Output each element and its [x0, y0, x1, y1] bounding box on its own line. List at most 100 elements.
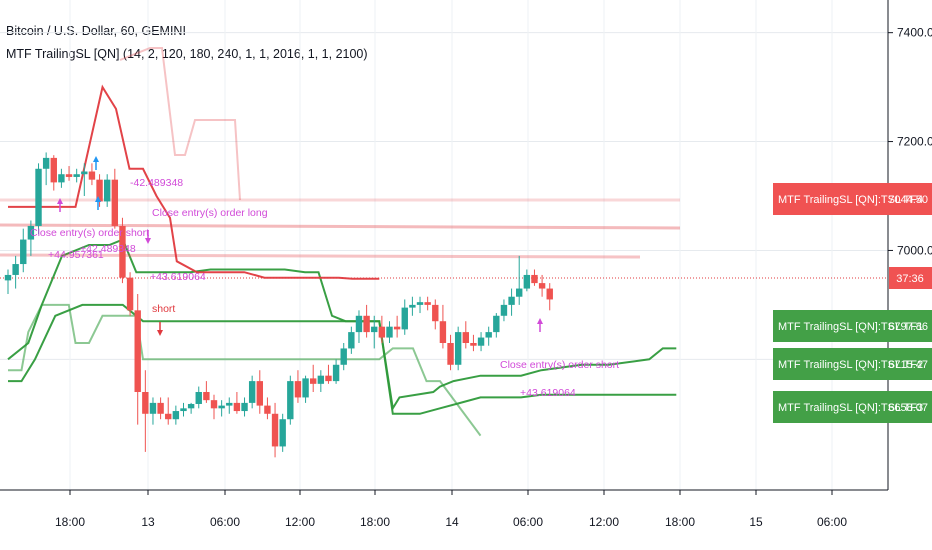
price-tick-label: 7200.00 [897, 135, 932, 149]
current-price-label: 37:36 [889, 267, 932, 289]
candle-body [12, 264, 19, 275]
candle-body [477, 337, 485, 346]
tsl-label-box [773, 183, 932, 215]
candle-body [134, 310, 141, 392]
time-tick-label: 12:00 [285, 515, 315, 529]
candle-body [447, 343, 454, 365]
arrow-up-icon [537, 318, 543, 324]
candle-body [332, 364, 340, 382]
candles [4, 152, 553, 458]
tsl-label-value: 6797.86 [888, 321, 928, 333]
candle-body [195, 392, 202, 404]
tsl-lines [0, 47, 681, 437]
candle-body [363, 315, 370, 333]
candle-body [271, 413, 279, 447]
time-axis[interactable]: 18:00 13 06:00 12:00 18:00 14 06:00 12:00 18:00 1… [55, 490, 847, 529]
time-tick-label: 13 [141, 515, 155, 529]
candle-body [538, 283, 546, 289]
candle-body [157, 402, 164, 414]
candle-body [317, 375, 325, 384]
candle-body [50, 157, 57, 183]
trade-annotation: -42.489348 [130, 177, 183, 189]
time-tick-label: 12:00 [589, 515, 619, 529]
tsl-label-name: MTF TrailingSL [QN]:TSL TF3 [778, 402, 923, 414]
trade-annotation: +43.619064 [520, 387, 576, 399]
candle-body [172, 411, 180, 420]
candle-body [27, 225, 35, 240]
price-tick-label: 7400.00 [897, 26, 932, 40]
candle-body [218, 405, 225, 409]
candle-body [546, 288, 553, 300]
candle-body [516, 288, 523, 297]
candle-body [310, 378, 317, 384]
candle-body [500, 304, 508, 316]
indicator-legend[interactable]: MTF TrailingSL [QN] (14, 2, 120, 180, 24… [6, 47, 368, 61]
candle-body [371, 326, 378, 333]
candle-body [401, 307, 408, 330]
current-price-box [889, 267, 932, 289]
arrow-up-icon [57, 198, 63, 204]
candle-body [226, 402, 233, 406]
candle-body [4, 274, 12, 281]
candle-body [88, 171, 96, 180]
candle-body [531, 274, 538, 284]
candle-body [42, 157, 50, 169]
tsl-band-faded [0, 253, 641, 259]
time-tick-label: 06:00 [210, 515, 240, 529]
candle-body [355, 315, 363, 333]
candle-body [264, 405, 271, 414]
candle-body [340, 348, 347, 365]
trade-annotations: Close entry(s) order short +44.957361 Clos… [30, 156, 619, 399]
time-tick-label: 14 [445, 515, 459, 529]
tsl-series-2 [8, 303, 677, 415]
candle-body [302, 378, 309, 398]
candle-body [210, 400, 218, 409]
tsl-band-faded [119, 47, 241, 201]
candle-body [35, 168, 42, 226]
candle-body [65, 174, 73, 177]
time-tick-label: 15 [749, 515, 763, 529]
candle-body [523, 274, 531, 289]
candle-body [126, 277, 134, 311]
candle-body [81, 171, 88, 175]
candle-body [203, 392, 210, 401]
candle-body [233, 402, 241, 412]
candle-body [454, 332, 462, 365]
current-price-text: 37:36 [896, 273, 924, 285]
candle-body [378, 326, 386, 338]
candle-body [180, 408, 187, 412]
trade-annotation: Close entry(s) order short [500, 359, 619, 371]
tsl-label-name: MTF TrailingSL [QN]:TSL TF1 [778, 321, 923, 333]
candle-body [256, 381, 263, 406]
candle-body [439, 321, 447, 343]
time-tick-label: 06:00 [817, 515, 847, 529]
grid [0, 0, 888, 490]
candle-body [119, 225, 126, 278]
tsl-label-name: MTF TrailingSL [QN]:TSL TF4 [778, 194, 923, 206]
candle-body [508, 296, 515, 305]
candle-body [348, 332, 355, 349]
candle-body [424, 302, 431, 305]
price-tick-label: 7000.00 [897, 243, 932, 257]
trade-annotation: short [152, 303, 175, 315]
tsl-label-box [773, 348, 932, 380]
candle-body [409, 304, 416, 308]
candle-body [294, 381, 302, 398]
tsl-series-1 [7, 238, 677, 412]
candle-body [142, 392, 149, 414]
candle-body [58, 174, 65, 183]
tsl-label-value: 6658.07 [888, 402, 928, 414]
candle-body [187, 403, 195, 409]
chart-title: Bitcoin / U.S. Dollar, 60, GEMINI [6, 24, 186, 38]
candle-body [279, 419, 286, 447]
arrow-down-icon [157, 330, 163, 336]
candle-body [241, 402, 248, 412]
candle-body [248, 381, 256, 403]
time-tick-label: 18:00 [665, 515, 695, 529]
tsl-label-box [773, 391, 932, 423]
candle-body [96, 179, 103, 202]
candle-body [393, 326, 401, 330]
time-tick-label: 18:00 [55, 515, 85, 529]
